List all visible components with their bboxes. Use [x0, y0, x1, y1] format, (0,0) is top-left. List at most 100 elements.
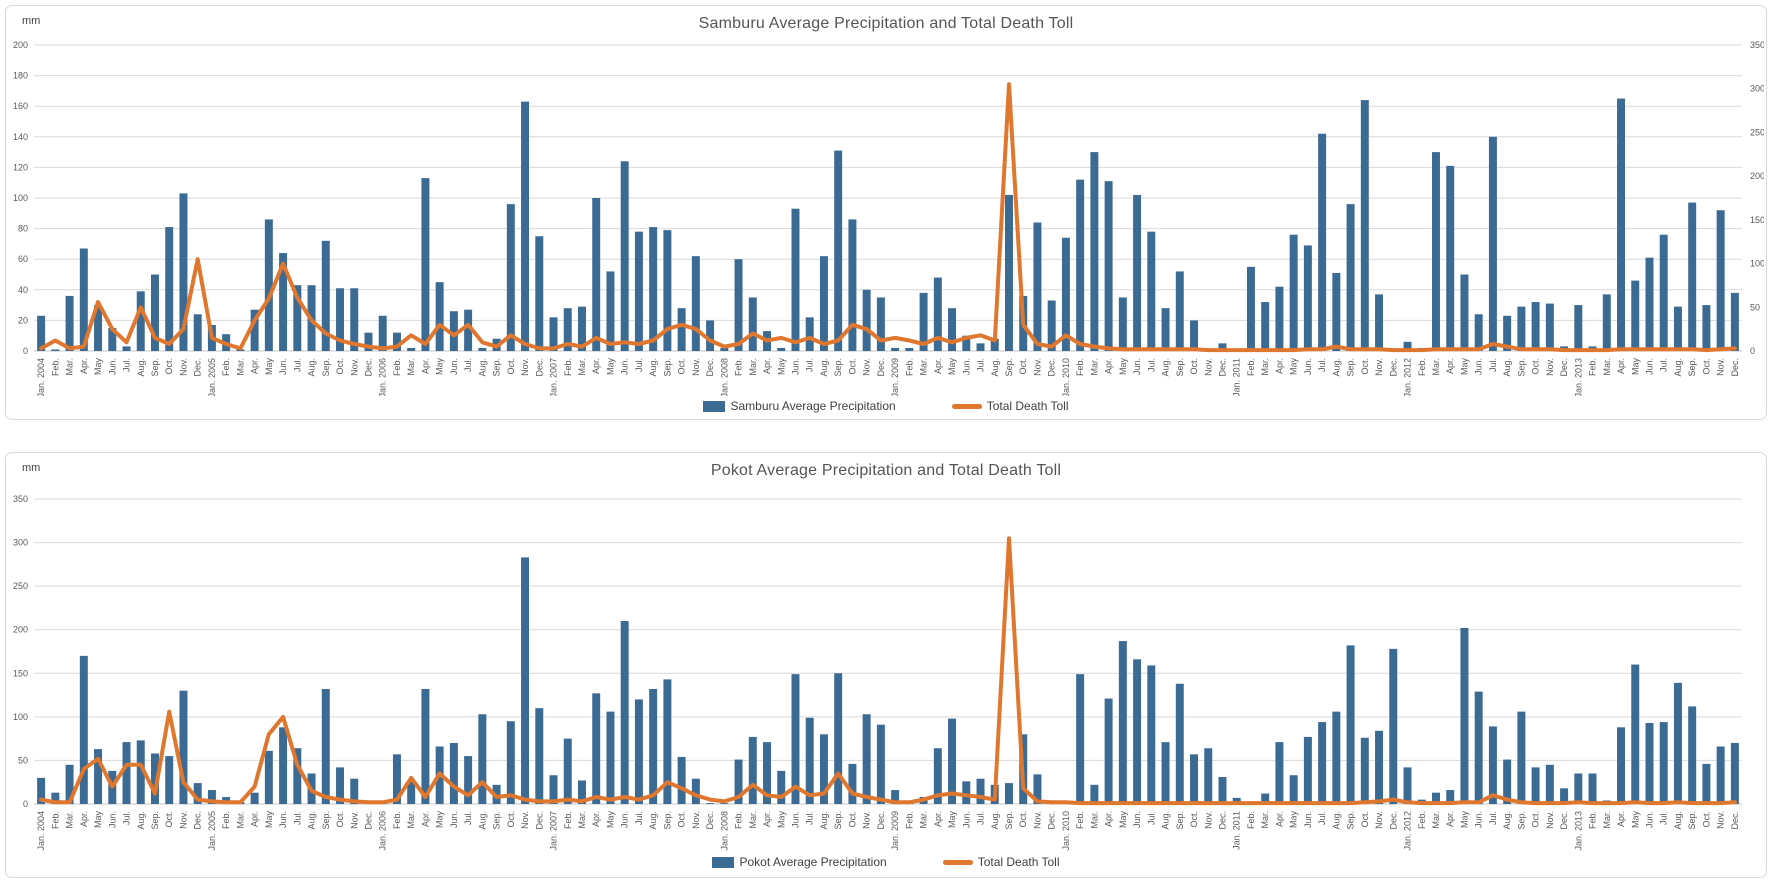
svg-text:Jan. 2011: Jan. 2011 — [1232, 811, 1242, 850]
svg-text:Feb.: Feb. — [1417, 811, 1427, 829]
svg-text:200: 200 — [13, 625, 28, 635]
svg-text:Feb.: Feb. — [563, 811, 573, 829]
svg-text:Jan. 2012: Jan. 2012 — [1403, 811, 1413, 851]
svg-text:Aug.: Aug. — [477, 358, 487, 377]
svg-text:Oct.: Oct. — [847, 811, 857, 828]
svg-text:Jul.: Jul. — [1488, 811, 1498, 825]
svg-text:Feb.: Feb. — [734, 358, 744, 376]
svg-text:Nov.: Nov. — [520, 811, 530, 829]
svg-text:Nov.: Nov. — [1203, 811, 1213, 829]
svg-text:Oct.: Oct. — [1018, 358, 1028, 375]
svg-text:Apr.: Apr. — [1445, 811, 1455, 827]
svg-text:Apr.: Apr. — [420, 358, 430, 374]
svg-text:Jun.: Jun. — [620, 811, 630, 828]
svg-text:Aug.: Aug. — [990, 358, 1000, 377]
svg-text:Dec.: Dec. — [534, 811, 544, 830]
svg-text:Jan. 2006: Jan. 2006 — [378, 811, 388, 851]
legend-label: Pokot Average Precipitation — [739, 855, 887, 869]
legend-label: Samburu Average Precipitation — [730, 399, 896, 413]
svg-text:Jun.: Jun. — [790, 358, 800, 375]
pokot-combo-chart: 0 50 100 150 200 250 300 350 Jan. 2004 Feb. Mar. Ap… — [13, 494, 1742, 851]
svg-text:Sep.: Sep. — [150, 811, 160, 830]
svg-text:Apr.: Apr. — [1274, 811, 1284, 827]
svg-text:Apr.: Apr. — [1616, 811, 1626, 827]
svg-text:350: 350 — [13, 494, 28, 504]
svg-text:Oct.: Oct. — [1189, 811, 1199, 828]
svg-text:Jul.: Jul. — [292, 358, 302, 372]
legend-item-precipitation: Samburu Average Precipitation — [703, 399, 896, 413]
svg-text:Aug.: Aug. — [1502, 811, 1512, 830]
svg-text:Jun.: Jun. — [961, 358, 971, 375]
svg-text:Aug.: Aug. — [819, 358, 829, 377]
svg-text:Dec.: Dec. — [876, 811, 886, 830]
svg-text:Nov.: Nov. — [1545, 358, 1555, 376]
svg-text:Jul.: Jul. — [122, 358, 132, 372]
svg-text:Sep.: Sep. — [1346, 811, 1356, 830]
svg-text:Jan. 2004: Jan. 2004 — [36, 811, 46, 851]
svg-text:Apr.: Apr. — [933, 811, 943, 827]
svg-text:Sep.: Sep. — [1004, 811, 1014, 830]
svg-text:Oct.: Oct. — [506, 811, 516, 828]
svg-text:Oct.: Oct. — [1189, 358, 1199, 375]
svg-text:Mar.: Mar. — [919, 358, 929, 376]
bar-swatch-icon — [703, 400, 726, 412]
svg-text:Dec.: Dec. — [534, 358, 544, 377]
svg-text:200: 200 — [13, 40, 28, 50]
svg-text:Nov.: Nov. — [1545, 811, 1555, 829]
svg-text:Dec.: Dec. — [363, 358, 373, 377]
svg-text:Dec.: Dec. — [1730, 358, 1740, 377]
svg-text:Feb.: Feb. — [221, 358, 231, 376]
y-axis-unit-label: mm — [22, 15, 41, 27]
samburu-chart-card: mm Samburu Average Precipitation and Tot… — [5, 5, 1767, 420]
svg-text:Nov.: Nov. — [178, 811, 188, 829]
svg-text:Jun.: Jun. — [1474, 811, 1484, 828]
line-swatch-icon — [942, 859, 973, 865]
svg-text:Feb.: Feb. — [221, 811, 231, 829]
svg-text:Apr.: Apr. — [762, 358, 772, 374]
svg-text:Mar.: Mar. — [235, 358, 245, 376]
svg-text:Jan. 2005: Jan. 2005 — [207, 358, 217, 396]
svg-text:Feb.: Feb. — [1417, 358, 1427, 376]
svg-text:May: May — [605, 811, 615, 829]
svg-text:Sep.: Sep. — [662, 358, 672, 377]
svg-text:May: May — [1630, 811, 1640, 829]
svg-text:Oct.: Oct. — [506, 358, 516, 375]
svg-text:Jun.: Jun. — [1303, 811, 1313, 828]
svg-text:Aug.: Aug. — [1161, 811, 1171, 830]
svg-text:Sep.: Sep. — [150, 358, 160, 377]
svg-text:Jun.: Jun. — [620, 358, 630, 375]
svg-text:100: 100 — [1750, 259, 1764, 269]
svg-text:Dec.: Dec. — [1730, 811, 1740, 830]
svg-text:Jun.: Jun. — [1644, 358, 1654, 375]
svg-text:May: May — [93, 358, 103, 376]
svg-text:Jun.: Jun. — [1644, 811, 1654, 828]
svg-text:May: May — [947, 358, 957, 376]
svg-text:Mar.: Mar. — [1602, 358, 1612, 376]
line-swatch-icon — [951, 403, 982, 409]
bar-swatch-icon — [712, 856, 735, 868]
svg-text:Dec.: Dec. — [193, 358, 203, 377]
svg-text:May: May — [435, 811, 445, 829]
svg-text:Jul.: Jul. — [805, 811, 815, 825]
svg-text:Jan. 2005: Jan. 2005 — [207, 811, 217, 851]
svg-text:Feb.: Feb. — [563, 358, 573, 376]
svg-text:May: May — [264, 811, 274, 829]
svg-text:Feb.: Feb. — [904, 811, 914, 829]
svg-text:Dec.: Dec. — [1047, 358, 1057, 377]
svg-text:Apr.: Apr. — [1616, 358, 1626, 374]
svg-text:140: 140 — [13, 132, 28, 142]
svg-text:350: 350 — [1750, 40, 1764, 50]
svg-text:Nov.: Nov. — [862, 811, 872, 829]
samburu-combo-chart: 0 20 40 60 80 100 120 140 160 180 200 0 50 100 150 200 2… — [13, 40, 1764, 396]
svg-text:Oct.: Oct. — [1701, 358, 1711, 375]
svg-text:Nov.: Nov. — [1716, 358, 1726, 376]
svg-text:Mar.: Mar. — [1260, 358, 1270, 376]
svg-text:Sep.: Sep. — [1687, 811, 1697, 830]
svg-text:Nov.: Nov. — [349, 811, 359, 829]
svg-text:May: May — [1289, 358, 1299, 376]
svg-text:Aug.: Aug. — [1502, 358, 1512, 377]
svg-text:May: May — [605, 358, 615, 376]
svg-text:Nov.: Nov. — [1203, 358, 1213, 376]
legend-item-precipitation: Pokot Average Precipitation — [712, 855, 887, 869]
svg-text:Feb.: Feb. — [1588, 358, 1598, 376]
